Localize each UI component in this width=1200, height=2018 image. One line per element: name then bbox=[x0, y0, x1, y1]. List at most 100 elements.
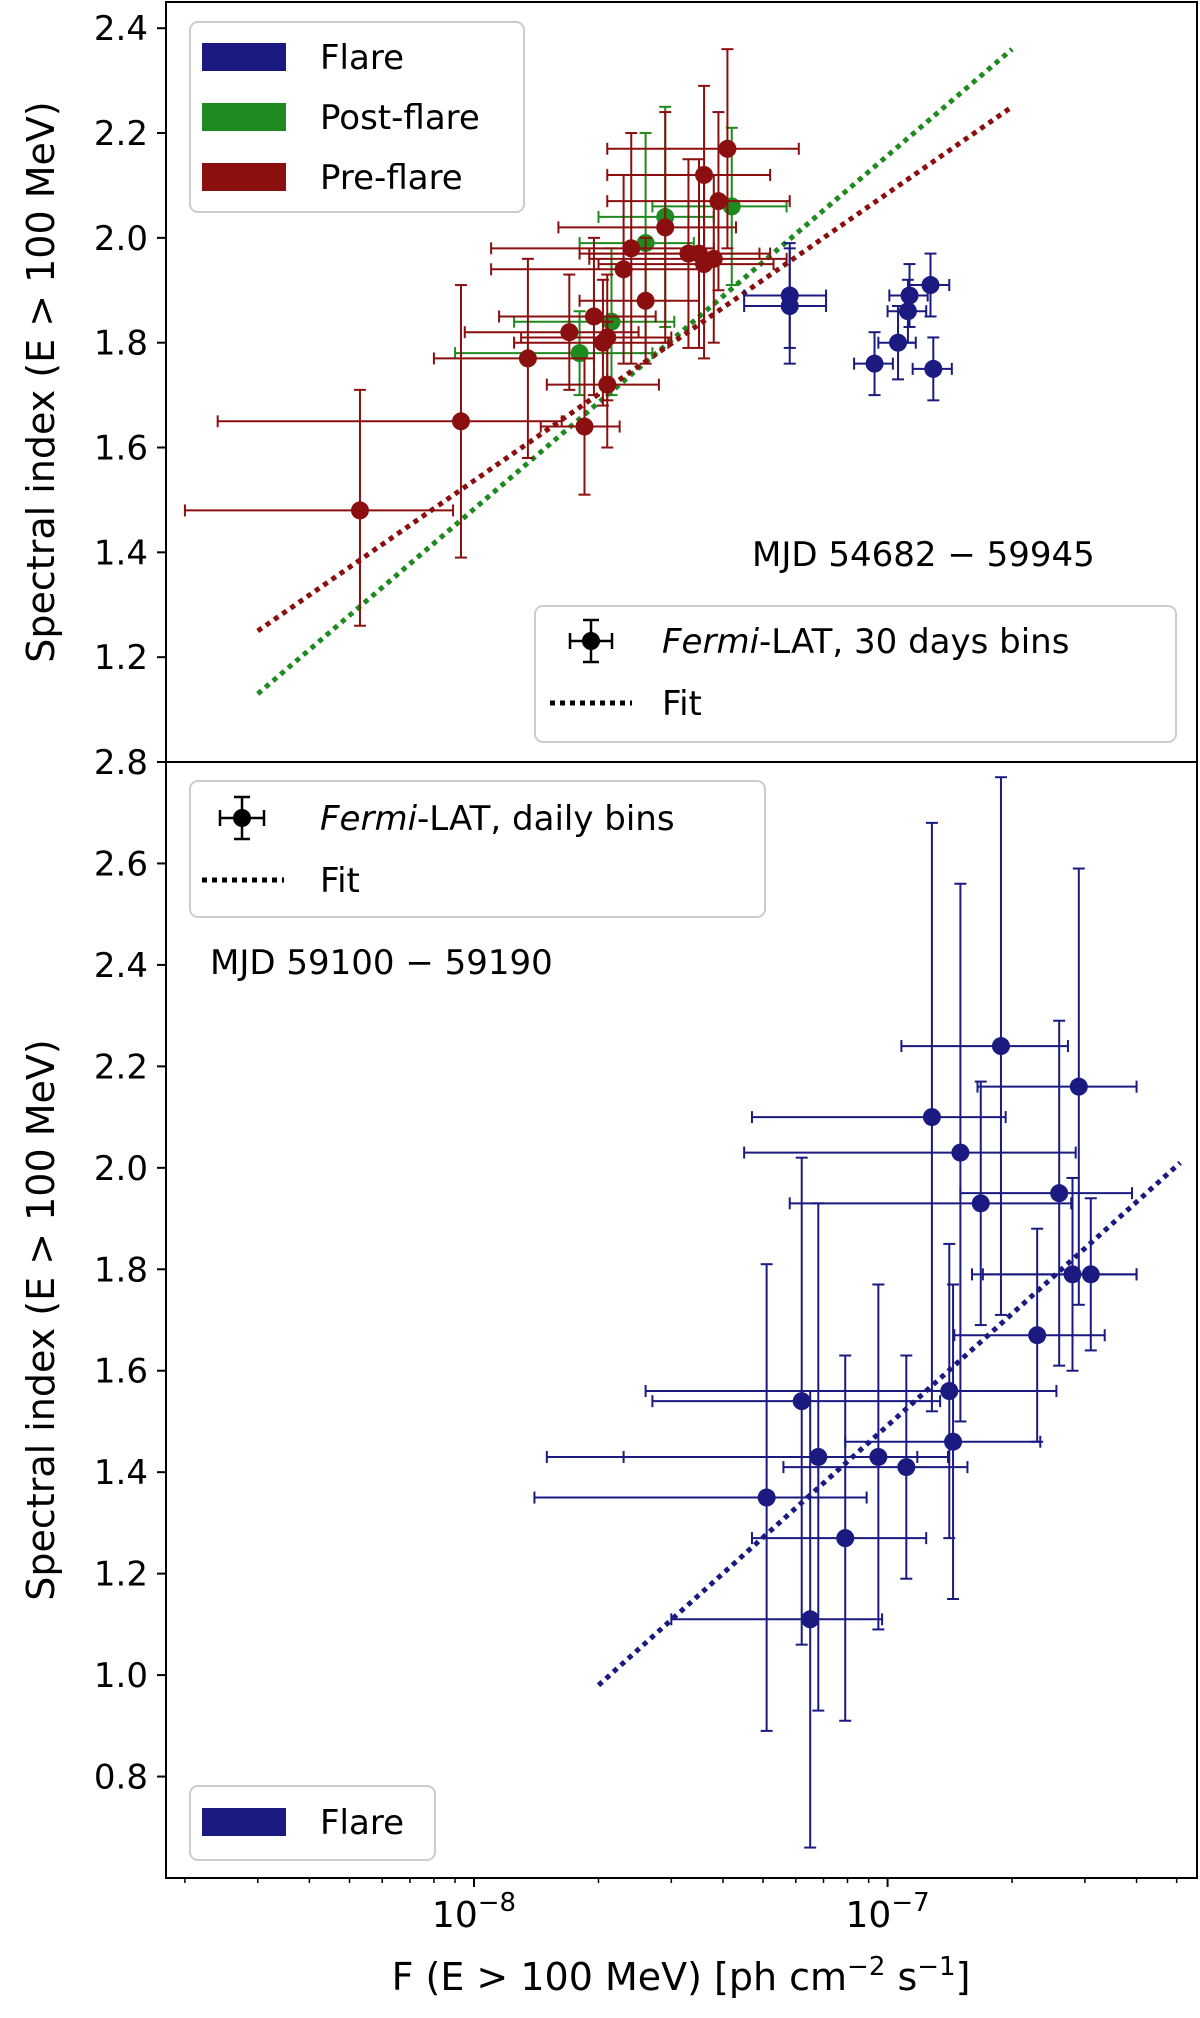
top-pre-flare-point-3 bbox=[432, 257, 595, 459]
top-legend-patches: Flare Post-flare Pre-flare bbox=[189, 21, 525, 213]
data-marker bbox=[622, 239, 641, 258]
y-tick-label: 1.4 bbox=[94, 533, 148, 573]
legend-box bbox=[189, 1785, 436, 1861]
legend-post-flare-label: Post-flare bbox=[320, 98, 480, 138]
legend-post-flare-swatch bbox=[202, 103, 286, 131]
data-marker bbox=[718, 139, 737, 158]
y-tick-label: 1.0 bbox=[94, 1656, 148, 1696]
legend-flare-swatch bbox=[202, 1808, 286, 1836]
legend-fermi-label: Fermi-LAT, daily bins bbox=[320, 799, 675, 839]
top-legend-markers: Fermi-LAT, 30 days bins Fit bbox=[534, 605, 1177, 743]
data-marker bbox=[575, 417, 594, 436]
y-tick-label: 2.4 bbox=[94, 9, 148, 49]
data-marker bbox=[598, 375, 617, 394]
bottom-legend-markers: Fermi-LAT, daily bins Fit bbox=[189, 780, 766, 918]
data-marker bbox=[991, 1037, 1010, 1056]
data-marker bbox=[584, 307, 603, 326]
data-marker bbox=[560, 323, 579, 342]
bottom-flare-point-13 bbox=[900, 776, 1069, 1316]
bottom-flare-point-9 bbox=[644, 1242, 1058, 1540]
top-pre-flare-point-6 bbox=[498, 236, 657, 397]
data-marker bbox=[780, 297, 799, 315]
bottom-fit-lines bbox=[596, 1160, 1182, 1688]
top-ytick-marks bbox=[157, 27, 166, 659]
legend-errorbar-symbol bbox=[218, 795, 266, 841]
y-tick-label: 2.2 bbox=[94, 1047, 148, 1087]
bottom-flare-point-10 bbox=[844, 1283, 1042, 1600]
data-marker bbox=[940, 1382, 959, 1401]
x-axis: 10−8 10−7 F (E > 100 MeV) [ph cm−2 s−1] bbox=[184, 1878, 1178, 1999]
top-ytick-labels: 1.2 1.4 1.6 1.8 2.0 2.2 2.4 bbox=[94, 9, 148, 678]
y-tick-label: 1.4 bbox=[94, 1453, 148, 1493]
top-flare-point-5 bbox=[908, 252, 951, 318]
legend-pre-flare-swatch bbox=[202, 163, 286, 191]
y-tick-label: 1.8 bbox=[94, 1250, 148, 1290]
legend-flare-label: Flare bbox=[320, 1803, 404, 1843]
legend-fit-label: Fit bbox=[320, 861, 360, 901]
top-pre-flare-point-19 bbox=[606, 48, 800, 250]
x-major-ticks bbox=[472, 1878, 889, 1887]
y-tick-label: 1.8 bbox=[94, 324, 148, 364]
top-flare-point-2 bbox=[743, 247, 828, 365]
bottom-mjd-annotation: MJD 59100 − 59190 bbox=[210, 943, 553, 983]
data-marker bbox=[971, 1194, 990, 1213]
bottom-panel: 0.8 1.0 1.2 1.4 1.6 1.8 2.0 2.2 2.4 2.6 2.8 Spectr… bbox=[19, 743, 1198, 1879]
data-marker bbox=[865, 354, 884, 373]
y-tick-label: 1.6 bbox=[94, 429, 148, 469]
data-marker bbox=[921, 276, 940, 295]
bottom-flare-point-11 bbox=[743, 882, 1077, 1423]
y-tick-label: 1.2 bbox=[94, 638, 148, 678]
legend-errorbar-symbol bbox=[568, 618, 614, 664]
data-marker bbox=[570, 344, 589, 363]
top-pre-flare-point-1 bbox=[183, 388, 455, 627]
y-tick-label: 1.2 bbox=[94, 1555, 148, 1595]
data-marker bbox=[792, 1392, 811, 1411]
data-marker bbox=[518, 349, 537, 368]
top-flare-point-8 bbox=[911, 336, 953, 402]
bottom-points bbox=[533, 776, 1138, 1849]
bottom-flare-point-5 bbox=[750, 1354, 928, 1722]
bottom-flare-point-18 bbox=[981, 1197, 1138, 1352]
top-y-axis-label: Spectral index (E > 100 MeV) bbox=[19, 101, 63, 662]
legend-flare-swatch bbox=[202, 43, 286, 71]
bottom-flare-point-14 bbox=[953, 1227, 1106, 1443]
bottom-axes-frame bbox=[165, 761, 1198, 1879]
x-tick-label: 10−7 bbox=[846, 1888, 930, 1936]
bottom-y-axis-label: Spectral index (E > 100 MeV) bbox=[19, 1039, 63, 1600]
legend-fit-label: Fit bbox=[662, 684, 702, 724]
top-pre-flare-point-20 bbox=[588, 173, 788, 344]
top-pre-flare-point-2 bbox=[216, 284, 563, 559]
data-marker bbox=[704, 249, 723, 268]
x-axis-label: F (E > 100 MeV) [ph cm−2 s−1] bbox=[392, 1952, 971, 1999]
data-marker bbox=[757, 1488, 776, 1507]
bottom-flare-point-15 bbox=[959, 1019, 1134, 1367]
data-marker bbox=[836, 1529, 855, 1548]
data-marker bbox=[951, 1143, 970, 1162]
data-marker bbox=[1069, 1077, 1088, 1096]
top-mjd-annotation: MJD 54682 − 59945 bbox=[752, 535, 1095, 575]
top-pre-flare-point-9 bbox=[545, 320, 660, 449]
bottom-fit-line-flare bbox=[596, 1160, 1182, 1688]
top-flare-point-7 bbox=[853, 331, 894, 397]
top-pre-flare-point-13 bbox=[557, 111, 737, 344]
data-marker bbox=[897, 1458, 916, 1477]
x-tick-labels: 10−8 10−7 bbox=[432, 1888, 930, 1936]
y-tick-label: 2.2 bbox=[94, 114, 148, 154]
data-marker bbox=[869, 1447, 888, 1466]
data-marker bbox=[944, 1432, 963, 1451]
bottom-legend-patches: Flare bbox=[189, 1785, 436, 1861]
data-marker bbox=[1081, 1265, 1100, 1284]
x-tick-label: 10−8 bbox=[432, 1888, 516, 1936]
data-marker bbox=[900, 286, 919, 305]
bottom-flare-point-12 bbox=[788, 1080, 1073, 1327]
y-tick-label: 2.6 bbox=[94, 844, 148, 884]
data-marker bbox=[922, 1108, 941, 1127]
top-flare-point-6 bbox=[877, 305, 917, 381]
bottom-ytick-labels: 0.8 1.0 1.2 1.4 1.6 1.8 2.0 2.2 2.4 2.6 2.8 bbox=[94, 743, 148, 1798]
data-marker bbox=[889, 333, 908, 352]
y-tick-label: 2.0 bbox=[94, 1149, 148, 1189]
legend-box bbox=[189, 780, 766, 918]
bottom-flare-point-17 bbox=[976, 867, 1138, 1306]
data-marker bbox=[801, 1610, 820, 1629]
y-tick-label: 2.8 bbox=[94, 743, 148, 783]
